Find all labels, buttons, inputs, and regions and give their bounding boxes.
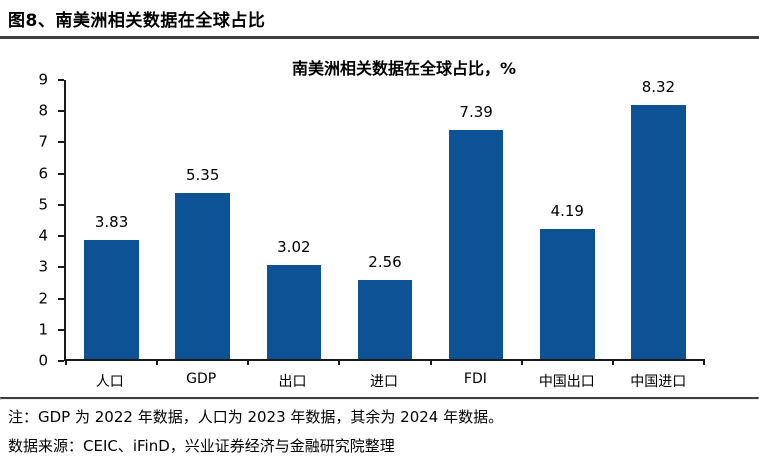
y-axis-label: 5	[38, 195, 48, 214]
bar	[175, 193, 231, 359]
bar-column: 3.02	[248, 80, 339, 359]
bar-chart: 南美洲相关数据在全球占比，% 0 1 2 3 4 5 6 7 8 9 3.83 5.35 3.02 2.…	[0, 39, 759, 397]
y-axis-tick	[58, 110, 64, 113]
x-axis-label: 中国进口	[630, 374, 687, 390]
bar-column: 7.39	[431, 80, 522, 359]
bar	[448, 129, 504, 359]
y-axis-label: 0	[38, 351, 48, 370]
y-axis-tick	[58, 203, 64, 206]
bar-value-label: 4.19	[550, 202, 584, 221]
y-axis-tick	[58, 141, 64, 144]
x-axis-label: 进口	[369, 374, 398, 390]
y-axis-tick	[58, 235, 64, 238]
y-axis-label: 9	[38, 70, 48, 89]
bar-column: 5.35	[157, 80, 248, 359]
x-axis-tick	[703, 359, 705, 365]
y-axis-label: 6	[38, 164, 48, 183]
x-axis-label: 中国出口	[538, 374, 595, 390]
chart-note: 注：GDP 为 2022 年数据，人口为 2023 年数据，其余为 2024 年…	[8, 408, 504, 426]
x-axis-tick	[611, 359, 614, 365]
x-axis-labels: 人口 GDP 出口 进口 FDI 中国出口 中国进口	[64, 371, 704, 391]
y-axis: 0 1 2 3 4 5 6 7 8 9	[0, 72, 64, 368]
x-axis-tick	[338, 359, 341, 365]
bar-value-label: 8.32	[641, 78, 676, 96]
y-axis-label: 4	[38, 226, 48, 245]
bar-value-label: 3.02	[277, 238, 311, 257]
y-axis-tick	[58, 360, 64, 362]
x-axis-label: 人口	[95, 374, 124, 390]
x-axis-label: GDP	[186, 371, 217, 387]
bar-value-label: 3.83	[94, 213, 129, 232]
x-axis-tick	[429, 359, 432, 365]
y-axis-tick	[58, 297, 64, 300]
y-axis-tick	[58, 266, 64, 269]
bar-value-label: 5.35	[186, 166, 220, 185]
y-axis-tick	[58, 172, 64, 175]
bar-value-label: 2.56	[368, 252, 402, 271]
x-axis-tick	[65, 359, 67, 365]
y-axis-label: 3	[38, 257, 48, 276]
y-axis-label: 7	[38, 132, 48, 151]
y-axis-label: 1	[38, 320, 48, 339]
x-axis-tick	[156, 359, 159, 365]
bar-column: 4.19	[522, 80, 613, 359]
x-axis-tick	[520, 359, 523, 365]
bar-value-label: 7.39	[459, 102, 493, 121]
bar-column: 2.56	[339, 80, 430, 359]
y-axis-tick	[58, 79, 64, 81]
plot-area: 3.83 5.35 3.02 2.56 7.39 4.19 8.32	[64, 80, 705, 365]
x-axis-tick	[247, 359, 250, 365]
bar	[539, 229, 595, 359]
bar-column: 8.32	[613, 80, 704, 359]
bar	[266, 265, 322, 359]
x-axis-label: 出口	[278, 374, 307, 390]
figure-header: 图8、南美洲相关数据在全球占比	[0, 0, 759, 39]
figure-title: 图8、南美洲相关数据在全球占比	[8, 11, 266, 31]
y-axis-label: 2	[38, 289, 48, 308]
bar-column: 3.83	[66, 80, 157, 359]
bar	[84, 240, 139, 359]
chart-title: 南美洲相关数据在全球占比，%	[291, 59, 517, 78]
data-source: 数据来源：CEIC、iFinD，兴业证券经济与金融研究院整理	[8, 437, 395, 455]
y-axis-tick	[58, 328, 64, 331]
bar	[357, 279, 413, 359]
x-axis-label: FDI	[463, 371, 487, 387]
bar	[631, 105, 686, 359]
y-axis-label: 8	[38, 101, 48, 120]
